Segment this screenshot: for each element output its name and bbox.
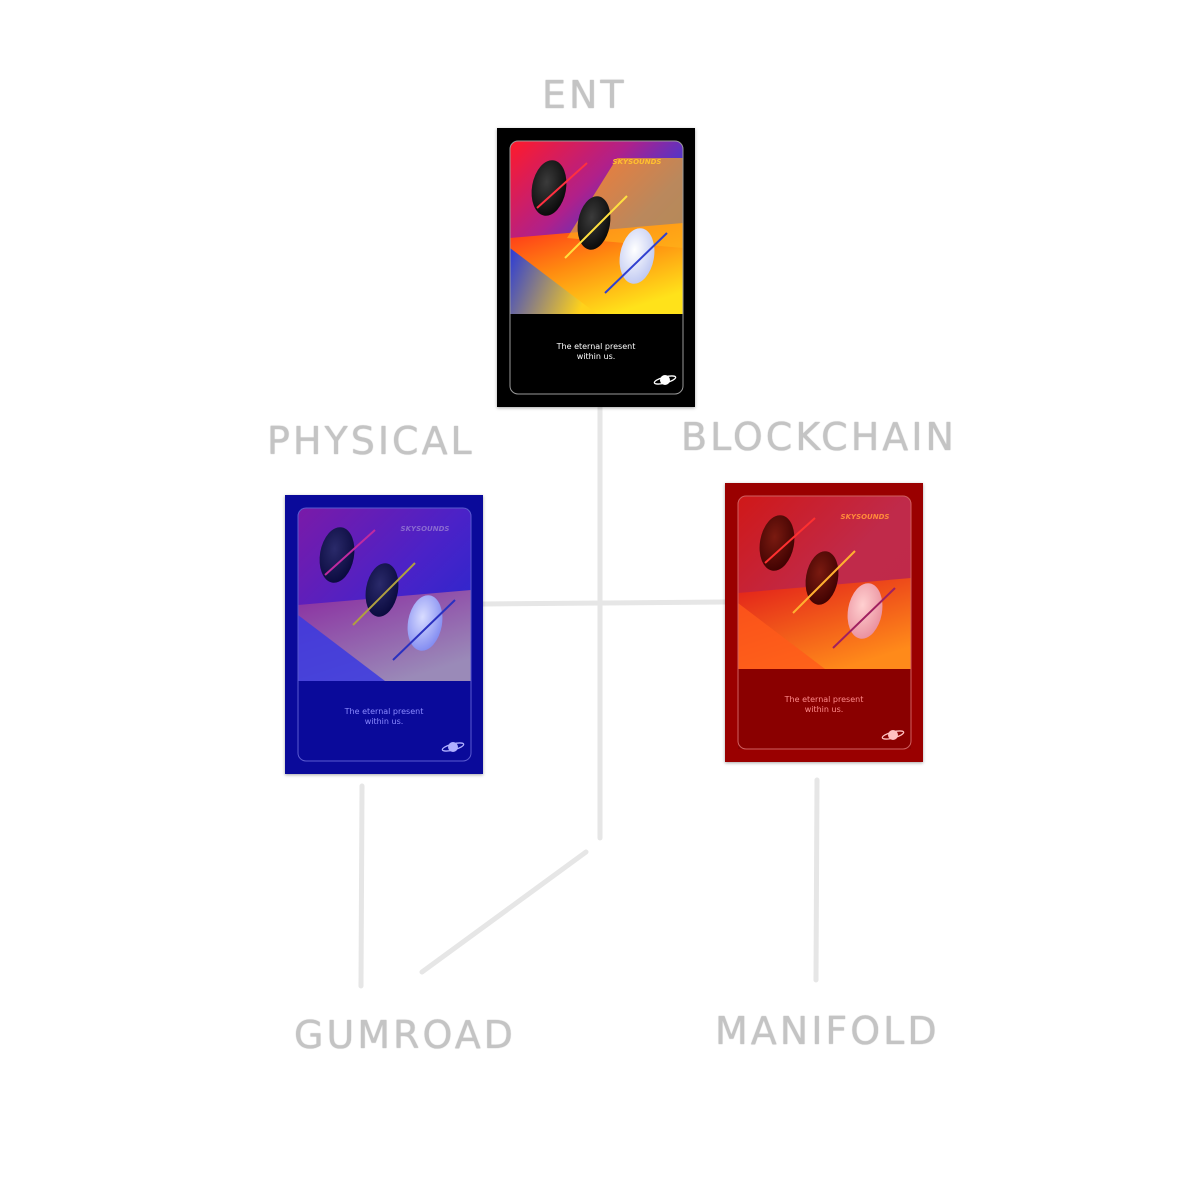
ent-card-artwork xyxy=(531,160,668,294)
physical-card-caption-line1: The eternal present xyxy=(344,707,424,716)
planet-icon xyxy=(881,730,905,740)
physical-label: PHYSICAL xyxy=(267,419,475,463)
blockchain-label: BLOCKCHAIN xyxy=(681,415,957,459)
blockchain-card-artwork xyxy=(759,515,896,649)
connector-physical-gumroad xyxy=(358,783,365,989)
connector-ent-gumroad xyxy=(419,849,589,975)
physical-card[interactable]: SKYSOUNDS The eternal present within us. xyxy=(285,495,483,774)
physical-card-caption-line2: within us. xyxy=(365,717,404,726)
ent-label: ENT xyxy=(542,73,627,117)
connector-blockchain-manifold xyxy=(813,777,820,983)
manifold-label: MANIFOLD xyxy=(715,1009,940,1053)
gumroad-label: GUMROAD xyxy=(294,1013,516,1057)
ent-card-brand: SKYSOUNDS xyxy=(613,158,662,166)
planet-icon xyxy=(441,742,465,752)
connector-horizontal xyxy=(480,599,728,607)
physical-card-brand: SKYSOUNDS xyxy=(401,525,450,533)
ent-card-caption-line1: The eternal present xyxy=(556,342,636,351)
physical-card-artwork xyxy=(319,527,456,661)
blockchain-card-brand: SKYSOUNDS xyxy=(841,513,890,521)
blockchain-card-caption-line1: The eternal present xyxy=(784,695,864,704)
ent-card[interactable]: SKYSOUNDS The eternal present within us. xyxy=(497,128,695,407)
ent-card-caption-line2: within us. xyxy=(577,352,616,361)
blockchain-card-caption-line2: within us. xyxy=(805,705,844,714)
blockchain-card[interactable]: SKYSOUNDS The eternal present within us. xyxy=(725,483,923,762)
planet-icon xyxy=(653,375,677,385)
